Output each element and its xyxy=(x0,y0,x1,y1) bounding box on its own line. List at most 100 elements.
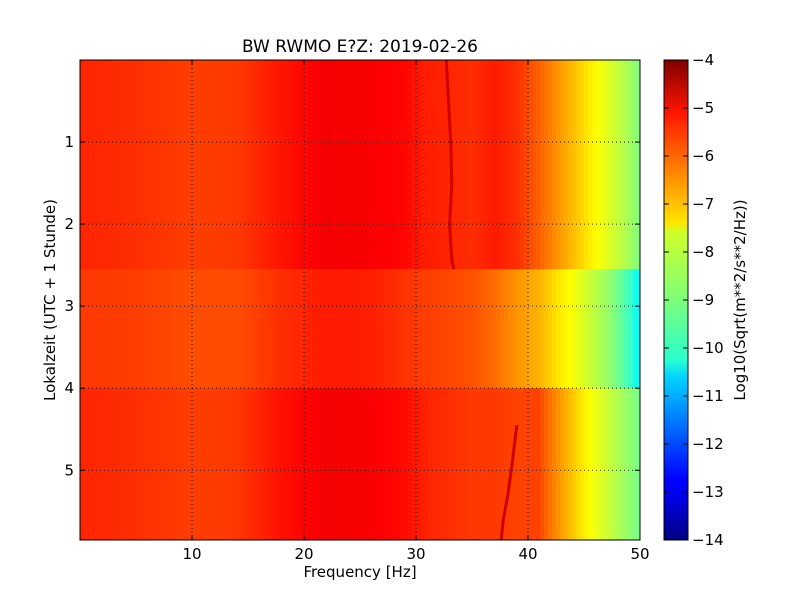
heatmap-cell xyxy=(580,388,585,540)
heatmap-cell xyxy=(420,388,425,540)
heatmap-cell xyxy=(348,388,353,540)
heatmap-cell xyxy=(264,60,269,270)
heatmap-cell xyxy=(596,388,601,540)
heatmap-cell xyxy=(608,60,613,270)
heatmap-cell xyxy=(104,388,109,540)
heatmap-cell xyxy=(324,269,329,389)
heatmap-cell xyxy=(204,388,209,540)
heatmap-cell xyxy=(396,60,401,270)
heatmap-cell xyxy=(312,60,317,270)
heatmap-cell xyxy=(304,388,309,540)
heatmap-cell xyxy=(100,269,105,389)
heatmap-cell xyxy=(164,269,169,389)
heatmap-cell xyxy=(632,388,637,540)
heatmap-cell xyxy=(200,60,205,270)
heatmap-cell xyxy=(444,388,449,540)
heatmap-cell xyxy=(144,269,149,389)
heatmap-cell xyxy=(584,60,589,270)
heatmap-cell xyxy=(228,269,233,389)
heatmap-cell xyxy=(96,269,101,389)
heatmap-cell xyxy=(356,60,361,270)
colorbar-tick-label: −11 xyxy=(692,387,724,405)
heatmap-cell xyxy=(264,269,269,389)
heatmap-cell xyxy=(436,60,441,270)
heatmap-cell xyxy=(276,388,281,540)
heatmap-cell xyxy=(208,269,213,389)
heatmap-cell xyxy=(376,60,381,270)
heatmap-cell xyxy=(224,269,229,389)
heatmap-cell xyxy=(444,269,449,389)
heatmap-cell xyxy=(252,60,257,270)
heatmap-cell xyxy=(80,269,85,389)
heatmap-cell xyxy=(128,60,133,270)
heatmap-cell xyxy=(604,60,609,270)
heatmap-cell xyxy=(360,60,365,270)
heatmap-cell xyxy=(112,269,117,389)
heatmap-cell xyxy=(280,60,285,270)
heatmap-cell xyxy=(572,60,577,270)
heatmap-cell xyxy=(100,60,105,270)
heatmap-cell xyxy=(472,388,477,540)
heatmap-cell xyxy=(628,269,633,389)
heatmap-cell xyxy=(552,60,557,270)
heatmap-cell xyxy=(608,269,613,389)
heatmap-cell xyxy=(300,269,305,389)
heatmap-cell xyxy=(304,60,309,270)
heatmap-cell xyxy=(160,269,165,389)
y-axis-ticks: 1 2 3 4 5 xyxy=(64,133,640,479)
heatmap-cell xyxy=(372,388,377,540)
heatmap-cell xyxy=(156,388,161,540)
heatmap-cell xyxy=(92,60,97,270)
heatmap-cell xyxy=(220,269,225,389)
heatmap-cell xyxy=(112,60,117,270)
y-tick-label: 2 xyxy=(64,215,74,233)
heatmap-cell xyxy=(172,388,177,540)
y-tick-label: 3 xyxy=(64,297,74,315)
heatmap-cell xyxy=(328,269,333,389)
heatmap-cell xyxy=(392,269,397,389)
heatmap-cell xyxy=(536,60,541,270)
heatmap-cell xyxy=(548,269,553,389)
colorbar-tick-label: −8 xyxy=(692,243,714,261)
heatmap-cell xyxy=(516,60,521,270)
heatmap-cell xyxy=(584,388,589,540)
heatmap-cell xyxy=(452,388,457,540)
heatmap-cell xyxy=(472,269,477,389)
heatmap-cell xyxy=(144,388,149,540)
heatmap-cell xyxy=(520,388,525,540)
colorbar-tick-label: −6 xyxy=(692,147,714,165)
heatmap-cell xyxy=(344,269,349,389)
heatmap-cell xyxy=(580,60,585,270)
heatmap-cell xyxy=(568,269,573,389)
heatmap-cell xyxy=(132,60,137,270)
heatmap-cell xyxy=(288,269,293,389)
heatmap-cell xyxy=(216,60,221,270)
heatmap-cell xyxy=(496,269,501,389)
heatmap-cell xyxy=(560,269,565,389)
heatmap-cell xyxy=(480,60,485,270)
heatmap-cell xyxy=(328,388,333,540)
heatmap-cell xyxy=(192,269,197,389)
heatmap-cell xyxy=(560,60,565,270)
heatmap-cell xyxy=(424,269,429,389)
heatmap-cell xyxy=(636,269,640,389)
colorbar-tick-label: −14 xyxy=(692,531,724,549)
heatmap-cell xyxy=(140,388,145,540)
heatmap-cell xyxy=(140,60,145,270)
heatmap-cell xyxy=(336,269,341,389)
colorbar-tick-label: −5 xyxy=(692,99,714,117)
heatmap-cell xyxy=(96,60,101,270)
heatmap-cell xyxy=(508,269,513,389)
heatmap-cell xyxy=(84,388,89,540)
heatmap-cell xyxy=(444,60,449,270)
heatmap-cell xyxy=(424,388,429,540)
heatmap-cell xyxy=(80,60,85,270)
heatmap-cell xyxy=(140,269,145,389)
heatmap-cell xyxy=(268,388,273,540)
heatmap-cell xyxy=(556,388,561,540)
heatmap-cell xyxy=(388,269,393,389)
heatmap-cell xyxy=(272,269,277,389)
colorbar-ticks: −4 −5 −6 −7 −8 −9 −10 −11 −12 −13 −14 xyxy=(664,51,724,549)
heatmap-cell xyxy=(412,269,417,389)
heatmap-cell xyxy=(408,60,413,270)
